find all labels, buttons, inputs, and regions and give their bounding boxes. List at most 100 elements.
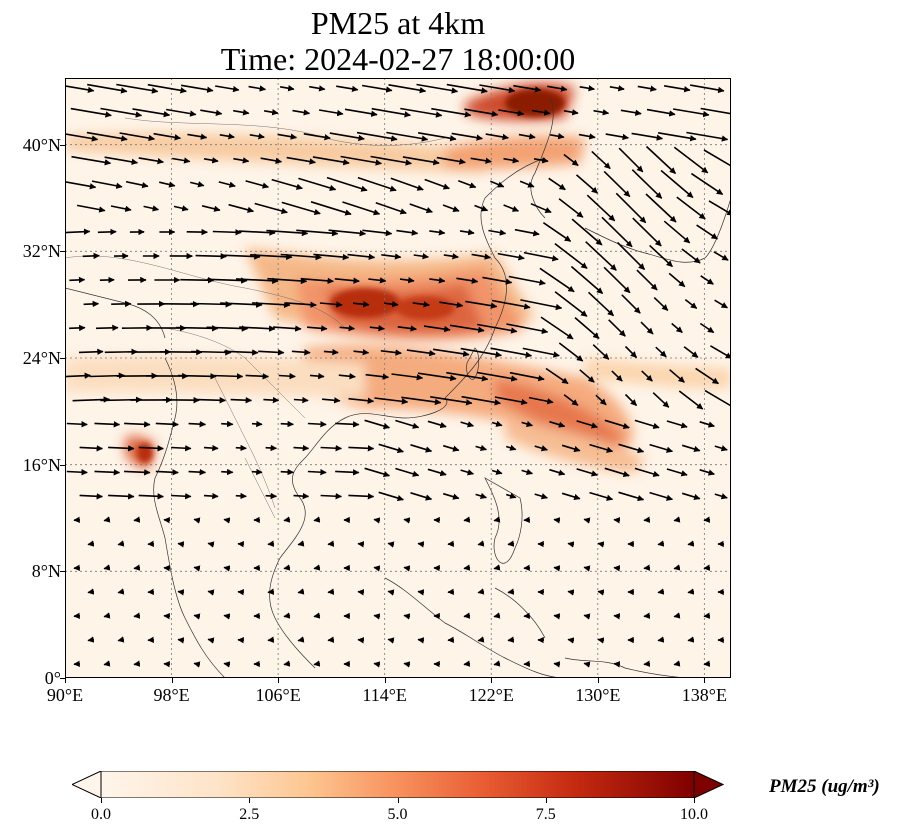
wind-arrow (477, 636, 485, 643)
wind-arrow (309, 372, 325, 380)
wind-arrow (567, 589, 575, 596)
wind-arrow (133, 612, 141, 619)
wind-arrow (344, 108, 378, 117)
wind-arrow (334, 277, 360, 284)
wind-arrow (417, 132, 457, 142)
wind-arrow (631, 132, 664, 141)
wind-arrow (673, 660, 681, 667)
wind-arrow (553, 613, 561, 620)
wind-arrow (613, 613, 621, 620)
wind-arrow (687, 636, 695, 643)
wind-arrow (553, 517, 561, 524)
wind-arrow (273, 325, 302, 332)
wind-arrow (403, 517, 411, 524)
lon-tick-label: 114°E (362, 685, 407, 705)
wind-arrow (251, 468, 263, 476)
wind-arrow (491, 299, 531, 310)
wind-arrow (477, 588, 485, 595)
wind-arrow (155, 421, 179, 428)
wind-arrow (388, 84, 427, 94)
wind-arrow (498, 109, 525, 117)
wind-arrow (509, 371, 545, 382)
wind-arrow (207, 589, 215, 596)
wind-arrow (300, 277, 334, 285)
wind-arrow (703, 564, 711, 571)
wind-arrow (494, 396, 528, 406)
wind-arrow (714, 445, 728, 452)
wind-arrow (660, 169, 694, 199)
wind-arrow (649, 443, 674, 453)
wind-arrow (703, 660, 711, 667)
wind-arrow (417, 372, 457, 382)
wind-arrow (235, 444, 247, 452)
wind-arrow (193, 565, 201, 572)
wind-arrow (340, 155, 383, 166)
wind-arrow (637, 85, 657, 92)
wind-arrow (378, 443, 404, 454)
wind-arrow (326, 176, 368, 192)
wind-arrow (416, 83, 459, 94)
wind-arrow (125, 180, 149, 189)
wind-arrow (549, 420, 566, 428)
wind-arrow (643, 564, 651, 571)
wind-arrow (296, 229, 339, 237)
wind-arrow (549, 468, 566, 476)
wind-arrow (138, 157, 164, 165)
wind-arrow (678, 390, 704, 410)
wind-arrow (471, 253, 492, 260)
wind-arrow (319, 301, 343, 308)
wind-arrow (663, 220, 691, 244)
wind-arrow (507, 636, 515, 643)
wind-arrow (177, 541, 185, 548)
wind-arrow (609, 85, 625, 92)
wind-arrow (507, 540, 515, 547)
wind-arrow (620, 109, 642, 116)
wind-arrow (245, 373, 270, 380)
wind-arrow (297, 636, 305, 643)
wind-arrow (277, 133, 298, 140)
wind-arrow (187, 133, 208, 140)
wind-arrow (280, 420, 294, 428)
lat-tick-mark (60, 251, 65, 253)
wind-arrow (613, 517, 621, 524)
wind-arrow (371, 107, 411, 118)
wind-arrow (673, 516, 681, 523)
wind-arrow (521, 420, 534, 428)
wind-arrow (297, 540, 305, 547)
wind-arrow (203, 492, 219, 500)
wind-arrow (66, 421, 88, 428)
wind-arrow (195, 253, 228, 260)
wind-arrow (645, 145, 677, 175)
wind-arrow (87, 83, 128, 94)
wind-arrow (312, 156, 350, 166)
wind-arrow (591, 150, 611, 170)
wind-arrow (220, 301, 263, 308)
wind-arrow (313, 612, 321, 619)
wind-arrow (514, 228, 540, 237)
wind-arrow (364, 467, 391, 478)
wind-arrow (554, 242, 588, 270)
wind-arrow (399, 276, 415, 284)
wind-arrow (689, 84, 725, 94)
wind-arrow (436, 156, 466, 165)
wind-arrow (554, 291, 588, 317)
wind-arrow (476, 371, 518, 382)
wind-arrow (327, 540, 335, 547)
wind-arrow (597, 589, 605, 596)
wind-arrow (709, 345, 731, 359)
wind-arrow (657, 588, 665, 595)
wind-arrow (280, 253, 322, 261)
wind-arrow (361, 84, 393, 93)
lat-tick-mark (60, 571, 65, 573)
wind-arrow (681, 444, 701, 453)
wind-arrow (228, 203, 255, 213)
wind-arrow (548, 177, 566, 191)
lon-tick-label: 98°E (153, 685, 190, 705)
wind-arrow (531, 109, 551, 116)
wind-arrow (94, 469, 121, 476)
wind-arrow (327, 636, 335, 643)
wind-arrow (700, 275, 714, 285)
wind-arrow (387, 589, 395, 596)
wind-arrow (265, 444, 278, 452)
wind-arrow (166, 108, 197, 117)
